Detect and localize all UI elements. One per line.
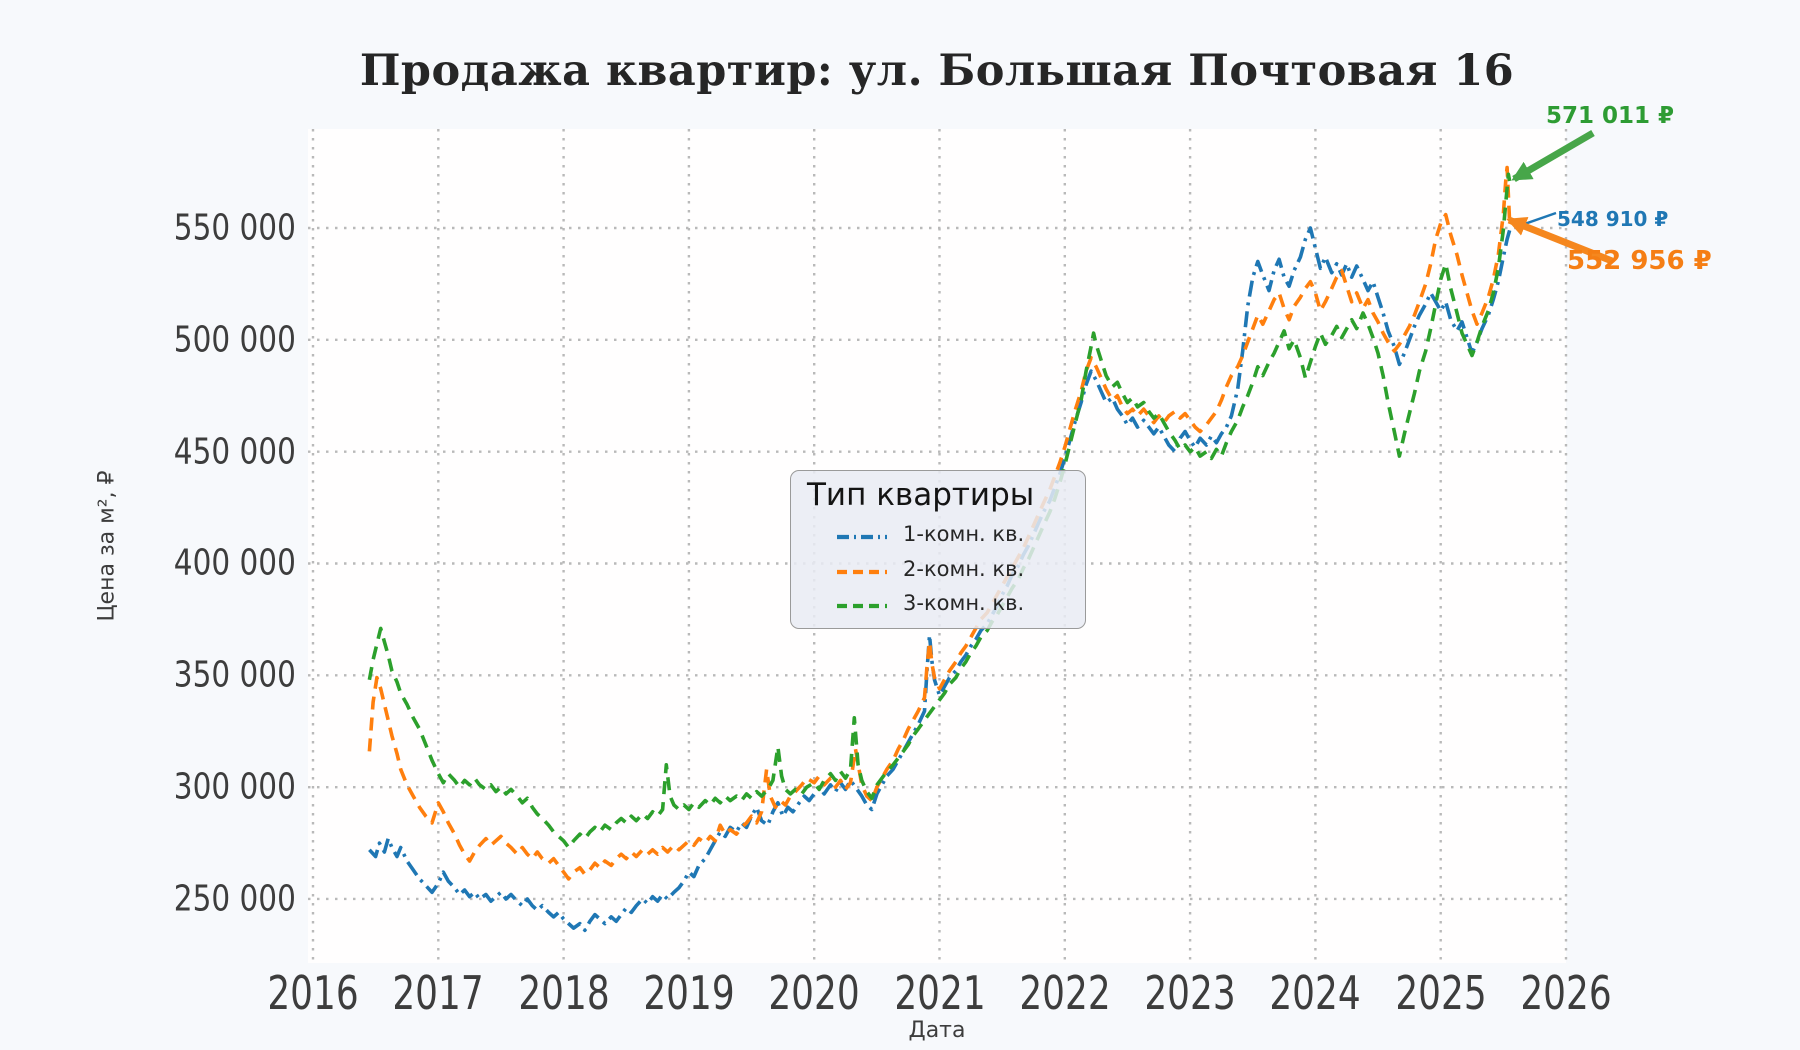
x-tick-label: 2022	[1019, 966, 1111, 1020]
x-tick-label: 2020	[768, 966, 860, 1020]
legend-item: 1-комн. кв.	[791, 522, 1085, 552]
y-tick-label: 300 000	[173, 766, 296, 808]
x-tick-label: 2021	[893, 966, 986, 1020]
legend-line-sample	[837, 534, 887, 540]
legend-item-label: 3-комн. кв.	[903, 591, 1025, 615]
legend-title: Тип квартиры	[807, 477, 1035, 513]
legend-item: 3-комн. кв.	[791, 591, 1085, 621]
legend-item-label: 2-комн. кв.	[903, 556, 1025, 581]
y-tick-label: 500 000	[173, 319, 296, 361]
x-tick-label: 2026	[1520, 966, 1612, 1020]
y-tick-label: 450 000	[173, 431, 296, 473]
legend-item-label: 1-комн. кв.	[903, 522, 1025, 546]
x-tick-label: 2016	[267, 966, 359, 1020]
annotation-label: 571 011 ₽	[1546, 103, 1675, 129]
legend-item: 2-комн. кв.	[791, 557, 1085, 587]
legend: Тип квартиры 1-комн. кв. 2-комн. кв. 3-ком…	[790, 470, 1086, 629]
y-tick-label: 400 000	[173, 542, 296, 584]
x-tick-label: 2018	[517, 966, 610, 1020]
y-tick-label: 250 000	[173, 878, 296, 920]
legend-line-sample	[837, 603, 887, 609]
legend-line-sample	[837, 569, 887, 574]
y-tick-label: 550 000	[173, 207, 296, 249]
annotation-label: 548 910 ₽	[1557, 207, 1669, 231]
x-tick-label: 2017	[392, 966, 484, 1020]
x-axis-label: Дата	[908, 1018, 966, 1043]
annotation-label: 552 956 ₽	[1567, 246, 1712, 276]
x-tick-label: 2019	[643, 966, 735, 1020]
x-tick-label: 2025	[1395, 966, 1487, 1020]
y-tick-label: 350 000	[173, 654, 296, 696]
x-tick-label: 2024	[1269, 966, 1362, 1020]
x-tick-label: 2023	[1144, 966, 1236, 1020]
chart-title: Продажа квартир: ул. Большая Почтовая 16	[359, 46, 1515, 96]
